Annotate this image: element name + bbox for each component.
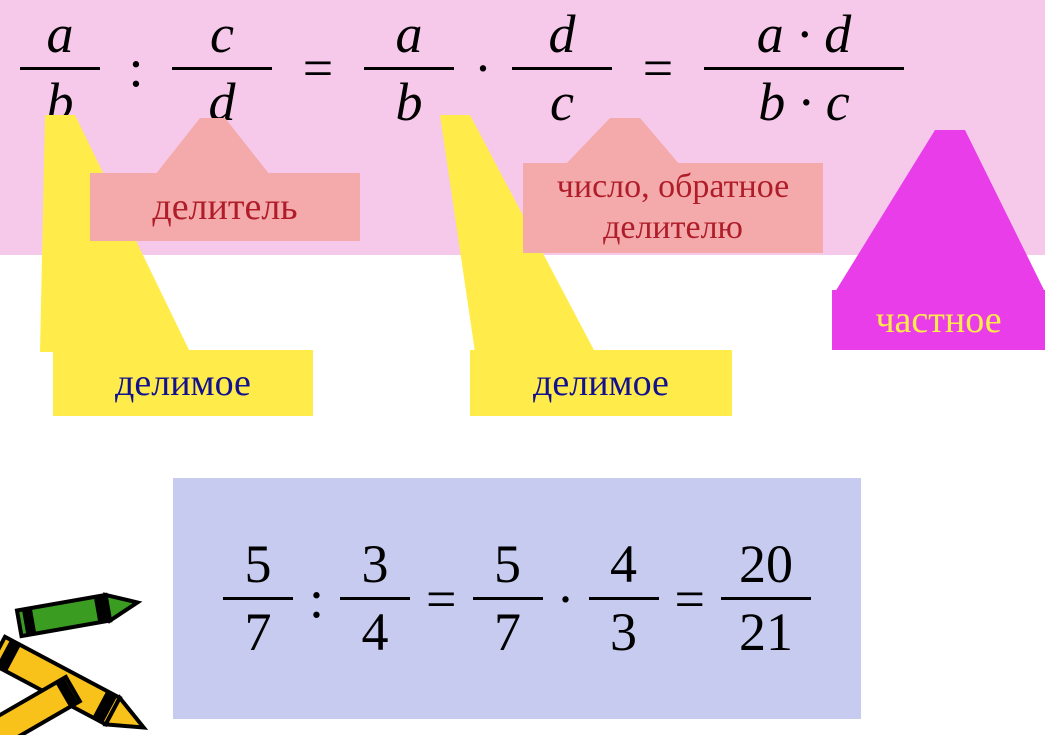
callout-reciprocal-line1: число, обратное — [530, 167, 816, 208]
denominator: 4 — [352, 604, 399, 661]
callout-quotient: частное — [832, 290, 1045, 350]
example-fraction-20-21: 20 21 — [721, 536, 811, 660]
fraction-bar — [721, 597, 811, 600]
callout-dividend2-label: делимое — [533, 362, 669, 404]
callout-reciprocal: число, обратное делителю — [523, 163, 823, 253]
fraction-bar — [473, 597, 543, 600]
callout-divisor-label: делитель — [152, 186, 297, 228]
callout-divisor: делитель — [90, 173, 360, 241]
example-fraction-5-7: 5 7 — [223, 536, 293, 660]
colon-operator: : — [299, 568, 334, 630]
equals-operator: = — [665, 568, 715, 630]
equals-operator: = — [416, 568, 466, 630]
denominator: 7 — [484, 604, 531, 661]
fraction-bar — [340, 597, 410, 600]
denominator: 7 — [235, 604, 282, 661]
multiply-dot: · — [549, 568, 583, 630]
fraction-bar — [223, 597, 293, 600]
callout-dividend1-label: делимое — [115, 362, 251, 404]
callout-quotient-label: частное — [875, 299, 1001, 341]
numerator: 4 — [600, 536, 647, 593]
numerator: 5 — [484, 536, 531, 593]
callout-reciprocal-line2: делителю — [530, 208, 816, 249]
fraction-bar — [589, 597, 659, 600]
numerator: 20 — [729, 536, 803, 593]
numerator: 5 — [235, 536, 282, 593]
numerator: 3 — [352, 536, 399, 593]
denominator: 21 — [729, 604, 803, 661]
callout-dividend-1: делимое — [53, 350, 313, 416]
callout-dividend-2: делимое — [470, 350, 732, 416]
crayons-icon — [0, 585, 190, 735]
denominator: 3 — [600, 604, 647, 661]
example-formula-box: 5 7 : 3 4 = 5 7 · 4 3 = 20 21 — [173, 478, 861, 719]
example-fraction-4-3: 4 3 — [589, 536, 659, 660]
example-fraction-5-7-b: 5 7 — [473, 536, 543, 660]
example-fraction-3-4: 3 4 — [340, 536, 410, 660]
